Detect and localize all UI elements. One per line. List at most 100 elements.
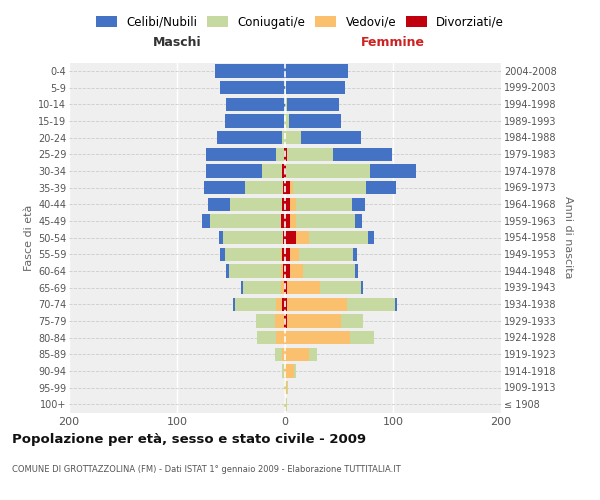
Bar [281, 214, 285, 228]
Bar [284, 314, 285, 328]
Bar [304, 264, 355, 278]
Bar [285, 81, 286, 94]
Bar [287, 314, 341, 328]
Bar [290, 181, 293, 194]
Bar [361, 281, 363, 294]
Bar [287, 98, 339, 111]
Bar [220, 81, 285, 94]
Bar [245, 181, 283, 194]
Bar [217, 131, 282, 144]
Text: Popolazione per età, sesso e stato civile - 2009: Popolazione per età, sesso e stato civil… [12, 432, 366, 446]
Bar [281, 281, 284, 294]
Bar [284, 381, 285, 394]
Y-axis label: Fasce di età: Fasce di età [23, 204, 34, 270]
Bar [285, 214, 290, 228]
Bar [290, 248, 299, 261]
Bar [283, 264, 285, 278]
Bar [285, 131, 301, 144]
Bar [285, 64, 347, 78]
Bar [226, 98, 285, 111]
Bar [204, 181, 245, 194]
Bar [223, 231, 283, 244]
Bar [368, 231, 374, 244]
Bar [285, 348, 309, 361]
Bar [299, 248, 353, 261]
Legend: Celibi/Nubili, Coniugati/e, Vedovi/e, Divorziati/e: Celibi/Nubili, Coniugati/e, Vedovi/e, Di… [91, 11, 509, 34]
Bar [290, 214, 296, 228]
Bar [256, 314, 275, 328]
Bar [281, 264, 283, 278]
Bar [370, 164, 416, 177]
Bar [287, 381, 288, 394]
Bar [293, 181, 366, 194]
Bar [296, 198, 352, 211]
Bar [285, 248, 290, 261]
Bar [290, 264, 304, 278]
Bar [293, 364, 296, 378]
Bar [281, 248, 282, 261]
Bar [284, 281, 285, 294]
Bar [347, 298, 395, 311]
Bar [206, 148, 277, 161]
Bar [290, 198, 296, 211]
Bar [355, 214, 362, 228]
Bar [309, 231, 368, 244]
Bar [282, 298, 285, 311]
Bar [285, 148, 287, 161]
Bar [355, 264, 358, 278]
Bar [220, 248, 224, 261]
Bar [285, 264, 290, 278]
Bar [284, 148, 285, 161]
Bar [332, 148, 392, 161]
Bar [286, 81, 346, 94]
Bar [352, 198, 365, 211]
Bar [285, 331, 350, 344]
Bar [296, 231, 309, 244]
Bar [285, 231, 296, 244]
Bar [286, 398, 287, 411]
Bar [284, 398, 285, 411]
Bar [366, 181, 396, 194]
Bar [341, 314, 363, 328]
Text: Femmine: Femmine [361, 36, 425, 49]
Bar [235, 298, 277, 311]
Bar [285, 181, 290, 194]
Bar [224, 114, 284, 128]
Bar [224, 248, 281, 261]
Bar [215, 64, 285, 78]
Bar [285, 164, 286, 177]
Bar [285, 198, 290, 211]
Bar [277, 148, 284, 161]
Bar [219, 231, 223, 244]
Bar [282, 248, 285, 261]
Bar [287, 148, 332, 161]
Bar [320, 281, 361, 294]
Bar [286, 164, 370, 177]
Bar [285, 381, 287, 394]
Bar [229, 264, 281, 278]
Bar [282, 364, 284, 378]
Y-axis label: Anni di nascita: Anni di nascita [563, 196, 574, 278]
Bar [282, 164, 285, 177]
Bar [241, 281, 243, 294]
Bar [275, 314, 284, 328]
Text: COMUNE DI GROTTAZZOLINA (FM) - Dati ISTAT 1° gennaio 2009 - Elaborazione TUTTITA: COMUNE DI GROTTAZZOLINA (FM) - Dati ISTA… [12, 466, 401, 474]
Bar [282, 348, 285, 361]
Bar [284, 364, 285, 378]
Bar [301, 131, 361, 144]
Bar [285, 98, 287, 111]
Bar [296, 214, 355, 228]
Bar [233, 298, 235, 311]
Bar [284, 114, 285, 128]
Bar [211, 214, 281, 228]
Bar [208, 198, 230, 211]
Bar [289, 114, 341, 128]
Bar [230, 198, 282, 211]
Bar [202, 214, 211, 228]
Bar [206, 164, 262, 177]
Bar [257, 331, 277, 344]
Bar [282, 198, 285, 211]
Bar [283, 231, 285, 244]
Bar [285, 281, 287, 294]
Bar [285, 298, 287, 311]
